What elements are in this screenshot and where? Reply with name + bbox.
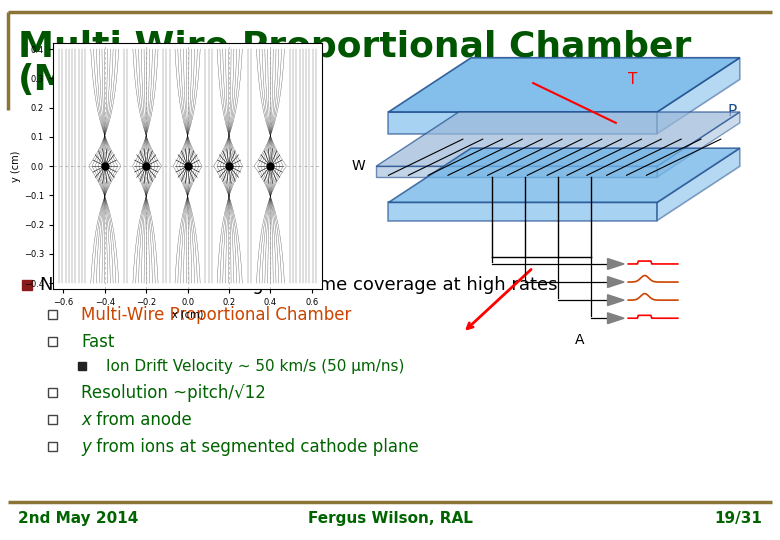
Text: W: W: [351, 159, 365, 173]
Y-axis label: y (cm): y (cm): [11, 150, 21, 182]
Text: Fergus Wilson, RAL: Fergus Wilson, RAL: [307, 510, 473, 525]
Text: Multi-Wire Proportional Chamber: Multi-Wire Proportional Chamber: [81, 306, 351, 324]
Text: Ion Drift Velocity ~ 50 km/s (50 μm/ns): Ion Drift Velocity ~ 50 km/s (50 μm/ns): [106, 359, 404, 374]
Polygon shape: [388, 58, 740, 112]
Polygon shape: [376, 112, 740, 166]
Text: from ions at segmented cathode plane: from ions at segmented cathode plane: [91, 438, 419, 456]
Polygon shape: [658, 112, 740, 177]
Bar: [48, 442, 57, 451]
Polygon shape: [388, 148, 740, 202]
Polygon shape: [608, 295, 624, 306]
Polygon shape: [658, 58, 740, 134]
Bar: [48, 415, 57, 424]
Text: Need better idea for large volume coverage at high rates: Need better idea for large volume covera…: [40, 276, 558, 294]
Text: (MWPC): (MWPC): [18, 63, 179, 97]
Polygon shape: [388, 112, 658, 134]
Polygon shape: [608, 313, 624, 323]
Text: 19/31: 19/31: [714, 510, 762, 525]
Text: Multi Wire Proportional Chamber: Multi Wire Proportional Chamber: [18, 30, 691, 64]
Polygon shape: [608, 276, 624, 287]
Bar: [48, 388, 57, 397]
Text: x: x: [81, 411, 91, 429]
Text: y: y: [81, 438, 91, 456]
X-axis label: x (cm): x (cm): [172, 310, 204, 320]
Text: A: A: [574, 333, 584, 347]
Bar: [48, 310, 57, 319]
Text: Fast: Fast: [81, 333, 115, 351]
Text: from anode: from anode: [91, 411, 192, 429]
Text: T: T: [628, 72, 637, 87]
Polygon shape: [608, 259, 624, 269]
Text: Resolution ~pitch/√12: Resolution ~pitch/√12: [81, 384, 266, 402]
Text: 2nd May 2014: 2nd May 2014: [18, 510, 138, 525]
Bar: [48, 337, 57, 346]
Bar: [22, 280, 32, 290]
Text: P: P: [728, 105, 736, 119]
Polygon shape: [388, 202, 658, 220]
Polygon shape: [658, 148, 740, 220]
Polygon shape: [376, 166, 658, 177]
Bar: [78, 362, 86, 370]
